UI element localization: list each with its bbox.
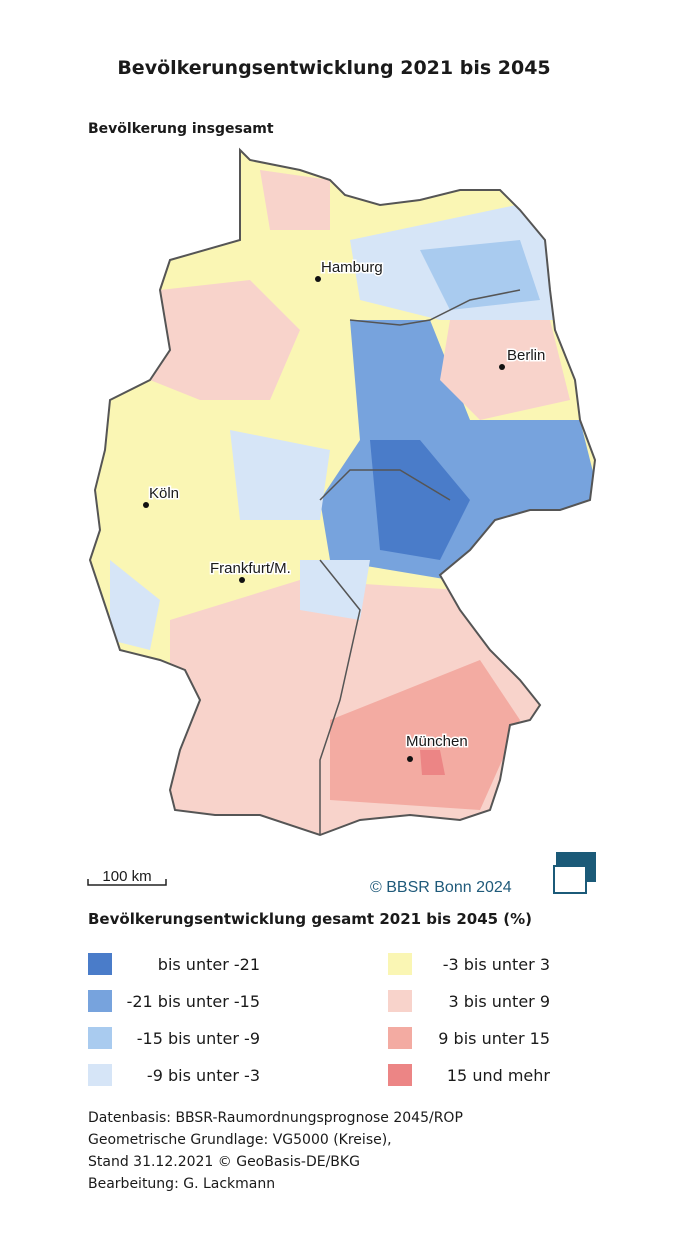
city-label: Frankfurt/M. <box>210 560 291 577</box>
legend-swatch <box>388 1064 412 1086</box>
map <box>90 150 595 835</box>
subtitle: Bevölkerung insgesamt <box>88 121 274 137</box>
logo <box>553 852 596 894</box>
legend-swatch <box>88 990 112 1012</box>
source: Datenbasis: BBSR-Raumordnungsprognose 20… <box>88 1110 463 1192</box>
legend-swatch <box>388 953 412 975</box>
legend: bis unter -21 -21 bis unter -15 -15 bis un… <box>88 953 550 1086</box>
legend-swatch <box>88 1027 112 1049</box>
source-line: Stand 31.12.2021 © GeoBasis-DE/BKG <box>88 1154 360 1170</box>
source-line: Bearbeitung: G. Lackmann <box>88 1176 275 1192</box>
title: Bevölkerungsentwicklung 2021 bis 2045 <box>117 57 550 79</box>
legend-label: 15 und mehr <box>447 1066 551 1085</box>
source-line: Datenbasis: BBSR-Raumordnungsprognose 20… <box>88 1110 463 1126</box>
legend-swatch <box>88 953 112 975</box>
legend-swatch <box>388 990 412 1012</box>
cities: Hamburg Berlin Köln Frankfurt/M. München <box>143 258 547 762</box>
source-line: Geometrische Grundlage: VG5000 (Kreise), <box>88 1132 392 1148</box>
legend-swatch <box>388 1027 412 1049</box>
legend-swatch <box>88 1064 112 1086</box>
legend-label: -3 bis unter 3 <box>443 955 550 974</box>
scale-bar: 100 km <box>102 868 151 885</box>
legend-title: Bevölkerungsentwicklung gesamt 2021 bis … <box>88 910 532 928</box>
legend-label: 9 bis unter 15 <box>438 1029 550 1048</box>
legend-label: bis unter -21 <box>158 955 260 974</box>
legend-label: -9 bis unter -3 <box>147 1066 260 1085</box>
city-label: Berlin <box>507 347 545 364</box>
legend-label: 3 bis unter 9 <box>448 992 550 1011</box>
legend-label: -21 bis unter -15 <box>127 992 260 1011</box>
city-label: München <box>406 733 468 750</box>
copyright: © BBSR Bonn 2024 <box>370 879 512 896</box>
legend-label: -15 bis unter -9 <box>137 1029 260 1048</box>
city-label: Hamburg <box>321 259 383 276</box>
city-label: Köln <box>149 485 179 502</box>
